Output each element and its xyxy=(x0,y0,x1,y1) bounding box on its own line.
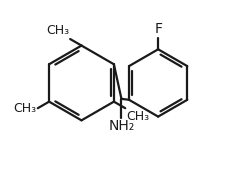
Text: CH₃: CH₃ xyxy=(126,110,149,123)
Text: CH₃: CH₃ xyxy=(13,102,36,115)
Text: CH₃: CH₃ xyxy=(46,24,69,37)
Text: F: F xyxy=(154,22,162,36)
Text: NH₂: NH₂ xyxy=(108,119,134,133)
